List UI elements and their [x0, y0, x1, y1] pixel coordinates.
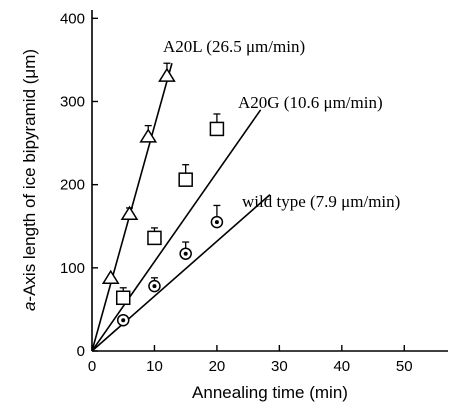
- y-tick-label: 100: [60, 260, 85, 277]
- markers: [101, 67, 225, 327]
- fit-line: [91, 63, 173, 352]
- y-tick-label: 300: [60, 93, 85, 110]
- y-axis-title: a-Axis length of ice bipyramid (μm): [20, 49, 39, 311]
- circle-marker-dot: [152, 284, 157, 289]
- series-label: A20G (10.6 μm/min): [238, 93, 383, 112]
- ticks: 0 10 20 30 40 50 0 100 200 300 400: [60, 10, 413, 375]
- series-label: A20L (26.5 μm/min): [163, 37, 305, 56]
- square-marker: [147, 230, 162, 246]
- series-labels: A20L (26.5 μm/min) A20G (10.6 μm/min) wild…: [163, 37, 400, 211]
- x-tick-label: 0: [88, 358, 96, 375]
- triangle-marker: [158, 67, 176, 82]
- x-tick-label: 20: [209, 358, 226, 375]
- circle-marker-dot: [214, 220, 219, 225]
- x-axis-title: Annealing time (min): [192, 383, 348, 402]
- triangle-marker: [120, 205, 139, 220]
- triangle-marker: [139, 128, 158, 143]
- y-tick-label: 400: [60, 10, 85, 27]
- error-bars: [119, 62, 221, 298]
- circle-marker-dot: [183, 251, 188, 256]
- fit-line: [91, 194, 271, 352]
- x-tick-label: 30: [271, 358, 288, 375]
- axes: [91, 10, 448, 352]
- series-label: wild type (7.9 μm/min): [242, 192, 400, 211]
- circle-marker-dot: [121, 318, 126, 323]
- y-axis-title-italic: a: [20, 302, 39, 311]
- square-marker: [209, 121, 225, 137]
- triangle-marker: [101, 269, 120, 285]
- y-tick-label: 200: [60, 177, 85, 194]
- y-axis-title-rest: -Axis length of ice bipyramid (μm): [20, 49, 39, 302]
- x-tick-label: 50: [396, 358, 413, 375]
- x-tick-label: 10: [146, 358, 163, 375]
- square-marker: [115, 290, 131, 306]
- x-tick-label: 40: [333, 358, 350, 375]
- square-marker: [178, 172, 193, 187]
- y-tick-label: 0: [77, 343, 85, 360]
- fit-line: [91, 109, 262, 352]
